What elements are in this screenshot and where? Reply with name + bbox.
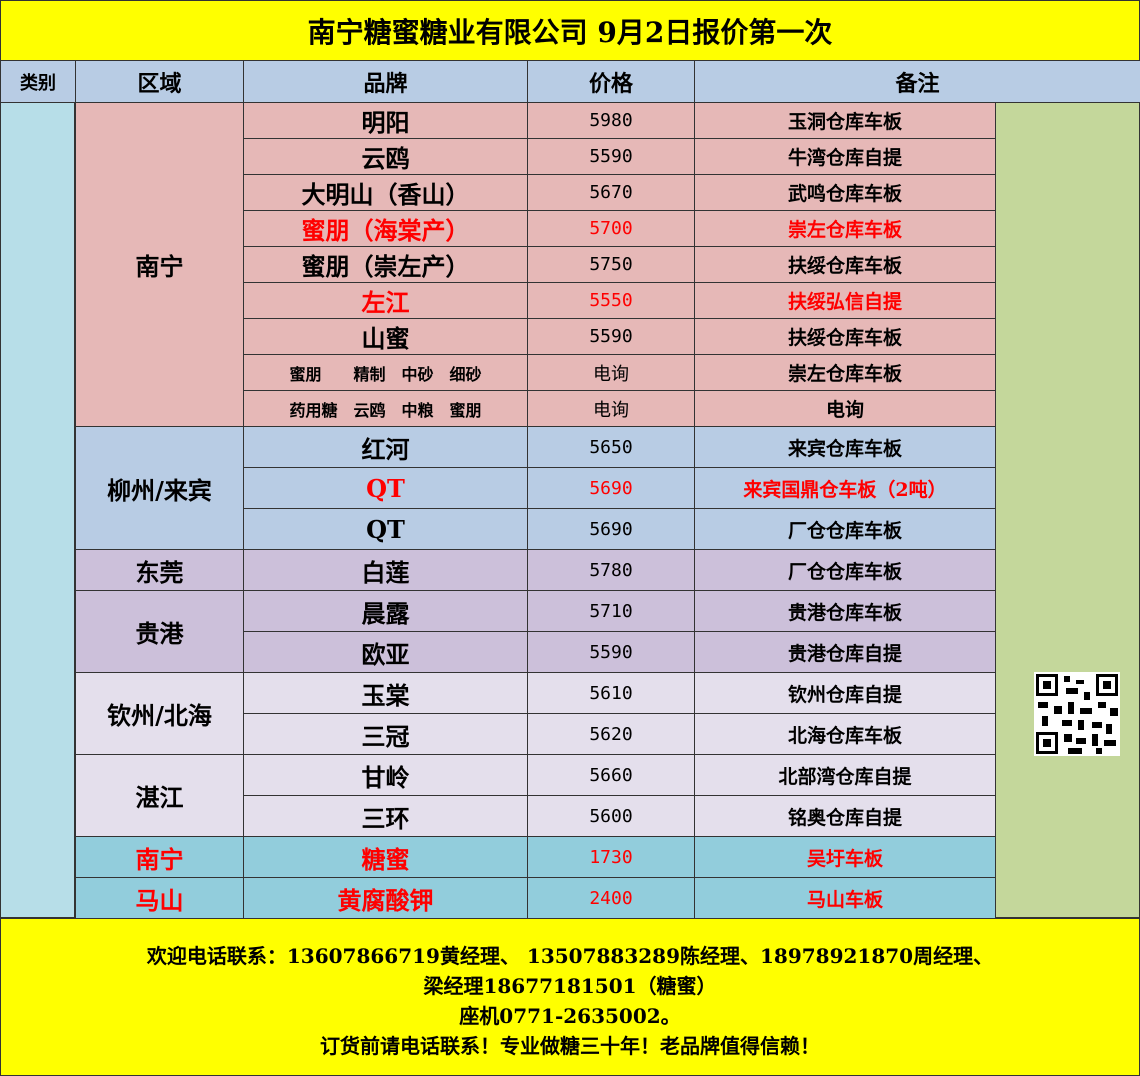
note: 扶绥仓库车板 [694,318,996,355]
category-column [0,102,75,918]
brand: 明阳 [243,102,528,139]
brand: 玉棠 [243,672,528,714]
brand: 黄腐酸钾 [243,877,528,919]
note: 来宾仓库车板 [694,426,996,468]
column-header: 区域 [75,60,244,103]
note: 玉洞仓库车板 [694,102,996,139]
brand: 三冠 [243,713,528,755]
price: 5650 [527,426,695,468]
note: 钦州仓库自提 [694,672,996,714]
price: 5670 [527,174,695,211]
price: 电询 [527,390,695,427]
price: 2400 [527,877,695,919]
note: 扶绥弘信自提 [694,282,996,319]
column-header: 价格 [527,60,695,103]
price: 5700 [527,210,695,247]
brand: 红河 [243,426,528,468]
note: 吴圩车板 [694,836,996,878]
region: 东莞 [75,549,244,591]
title: 南宁糖蜜糖业有限公司 9月2日报价第一次 [0,0,1140,61]
price: 5750 [527,246,695,283]
brand: 晨露 [243,590,528,632]
price: 5550 [527,282,695,319]
note: 厂仓仓库车板 [694,508,996,550]
price: 5980 [527,102,695,139]
price: 5710 [527,590,695,632]
column-header: 类别 [0,60,76,103]
footer [0,918,1140,1076]
price: 5660 [527,754,695,796]
note: 贵港仓库车板 [694,590,996,632]
brand: 云鸥 [243,138,528,175]
price: 5590 [527,138,695,175]
side-panel [995,102,1140,918]
brand: 三环 [243,795,528,837]
note: 贵港仓库自提 [694,631,996,673]
price: 电询 [527,354,695,391]
qr-code [1034,672,1120,756]
price: 5590 [527,631,695,673]
price: 5690 [527,467,695,509]
region: 南宁 [75,102,244,427]
column-header: 备注 [694,60,1140,103]
brand: 蜜朋（崇左产） [243,246,528,283]
footer-line: 欢迎电话联系：13607866719黄经理、 13507883289陈经理、18… [146,944,994,968]
price: 5780 [527,549,695,591]
note: 牛湾仓库自提 [694,138,996,175]
price: 5600 [527,795,695,837]
brand: 蜜朋 精制 中砂 细砂 [243,354,528,391]
note: 铭奥仓库自提 [694,795,996,837]
brand: QT [243,508,528,550]
brand: 白莲 [243,549,528,591]
brand: 欧亚 [243,631,528,673]
note: 厂仓仓库车板 [694,549,996,591]
note: 崇左仓库车板 [694,354,996,391]
region: 湛江 [75,754,244,837]
note: 北部湾仓库自提 [694,754,996,796]
note: 马山车板 [694,877,996,919]
brand: 左江 [243,282,528,319]
note: 扶绥仓库车板 [694,246,996,283]
footer-line: 梁经理18677181501（糖蜜） [423,974,717,998]
note: 电询 [694,390,996,427]
price: 5610 [527,672,695,714]
price: 5590 [527,318,695,355]
price: 5690 [527,508,695,550]
brand: QT [243,467,528,509]
region: 南宁 [75,836,244,878]
brand: 糖蜜 [243,836,528,878]
price: 1730 [527,836,695,878]
brand: 山蜜 [243,318,528,355]
brand: 大明山（香山） [243,174,528,211]
brand: 蜜朋（海棠产） [243,210,528,247]
region: 马山 [75,877,244,919]
column-header: 品牌 [243,60,528,103]
note: 来宾国鼎仓车板（2吨） [694,467,996,509]
brand: 药用糖 云鸥 中粮 蜜朋 [243,390,528,427]
brand: 甘岭 [243,754,528,796]
region: 钦州/北海 [75,672,244,755]
region: 贵港 [75,590,244,673]
footer-line: 订货前请电话联系！专业做糖三十年！老品牌值得信赖！ [320,1034,820,1058]
region: 柳州/来宾 [75,426,244,550]
note: 北海仓库车板 [694,713,996,755]
footer-line: 座机0771-2635002。 [459,1004,681,1028]
note: 崇左仓库车板 [694,210,996,247]
note: 武鸣仓库车板 [694,174,996,211]
price: 5620 [527,713,695,755]
